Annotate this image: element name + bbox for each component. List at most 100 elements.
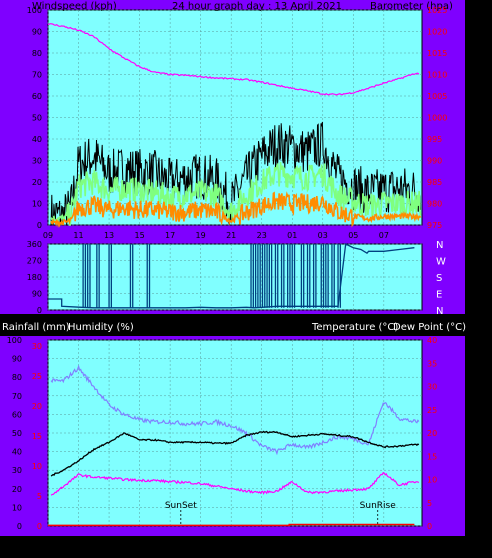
humidity-tick-label: 80 [12,373,22,382]
temperature-x-tick-label: 19 [196,538,206,547]
temperature-tick-label: 25 [427,406,437,415]
barometer-tick-label: 980 [427,200,442,209]
wind-right-label: Barometer (hpa) [370,1,453,12]
rainfall-tick-label: 0 [37,522,42,531]
wind-x-tick-label: 17 [165,231,175,240]
temperature-tick-label: 30 [427,383,437,392]
wind-minimum-series [50,191,422,229]
temperature-tick-label: 15 [427,452,437,461]
rainfall-tick-label: 20 [32,402,42,411]
humidity-tick-label: 20 [12,485,22,494]
barometer-tick-label: 1025 [427,6,447,15]
temperature-x-tick-label: 13 [104,538,114,547]
wind-x-tick-label: 23 [257,231,267,240]
wind-x-tick-label: 09 [43,231,53,240]
wind-speed-tick-label: 10 [32,200,42,209]
direction-tick-label: 0 [37,306,42,315]
wind-x-tick-label: 07 [379,231,389,240]
humidity-series [50,364,420,456]
temperature-tick-label: 0 [427,522,432,531]
sunrise-label: SunRise [360,501,397,511]
temperature-x-tick-label: 05 [348,538,358,547]
rainfall-tick-label: 25 [32,372,42,381]
humidity-tick-label: 40 [12,448,22,457]
temperature-x-tick-label: 11 [73,538,83,547]
compass-label: S [436,273,442,284]
temperature-x-tick-label: 07 [379,538,389,547]
temperature-series [50,430,420,477]
barometer-tick-label: 990 [427,157,442,166]
barometer-tick-label: 985 [427,178,442,187]
wind-x-tick-label: 15 [134,231,144,240]
wind-speed-tick-label: 20 [32,178,42,187]
wind-x-tick-label: 01 [287,231,297,240]
rainfall-tick-label: 30 [32,342,42,351]
wind-speed-tick-label: 70 [32,71,42,80]
rainfall-series [48,523,415,527]
humidity-tick-label: 30 [12,466,22,475]
humidity-axis-label: Humidity (%) [68,322,134,333]
wind-left-label: Windspeed (kph) [32,1,117,12]
barometer-tick-label: 1000 [427,114,447,123]
temperature-x-tick-label: 21 [226,538,236,547]
rainfall-tick-label: 5 [37,492,42,501]
dewpoint-series [50,471,420,496]
barometer-tick-label: 1020 [427,28,447,37]
humidity-tick-label: 50 [12,429,22,438]
temperature-tick-label: 35 [427,359,437,368]
barometer-tick-label: 1015 [427,49,447,58]
direction-tick-label: 360 [27,240,42,249]
chart-marks: 0102030405060708090100975980985990995100… [7,6,448,547]
wind-speed-tick-label: 80 [32,49,42,58]
temperature-tick-label: 10 [427,476,437,485]
temperature-x-tick-label: 01 [287,538,297,547]
barometer-tick-label: 975 [427,221,442,230]
sunset-label: SunSet [165,501,197,511]
dewpoint-axis-label: Dew Point (°C) [393,322,466,333]
humidity-tick-label: 10 [12,503,22,512]
direction-tick-label: 270 [27,257,42,266]
wind-speed-tick-label: 60 [32,92,42,101]
wind-x-tick-label: 05 [348,231,358,240]
temperature-plot-area [47,339,423,527]
wind-speed-tick-label: 0 [37,221,42,230]
wind-x-tick-label: 21 [226,231,236,240]
direction-tick-label: 180 [27,273,42,282]
barometer-tick-label: 995 [427,135,442,144]
rainfall-tick-label: 10 [32,462,42,471]
temperature-tick-label: 40 [427,336,437,345]
wind-speed-tick-label: 50 [32,114,42,123]
barometer-series [47,23,420,96]
wind-speed-tick-label: 90 [32,28,42,37]
compass-label: N [436,240,443,251]
direction-tick-label: 90 [32,290,42,299]
wind-x-tick-label: 11 [73,231,83,240]
temperature-axis-label: Temperature (°C) [311,322,398,333]
temperature-x-tick-label: 15 [134,538,144,547]
barometer-tick-label: 1010 [427,71,447,80]
rainfall-axis-label: Rainfall (mm) [2,322,70,333]
wind-x-tick-label: 19 [196,231,206,240]
humidity-tick-label: 70 [12,392,22,401]
compass-label: E [436,290,442,301]
wind-speed-tick-label: 40 [32,135,42,144]
temperature-x-tick-label: 09 [43,538,53,547]
humidity-tick-label: 0 [17,522,22,531]
humidity-tick-label: 90 [12,355,22,364]
wind-chart-title: 24 hour graph day : 13 April 2021 [172,1,342,12]
temperature-x-tick-label: 23 [257,538,267,547]
temperature-x-tick-label: 17 [165,538,175,547]
temperature-x-tick-label: 03 [318,538,328,547]
temperature-tick-label: 20 [427,429,437,438]
wind-speed-tick-label: 30 [32,157,42,166]
rainfall-tick-label: 15 [32,432,42,441]
wind-x-tick-label: 03 [318,231,328,240]
compass-label: W [436,257,446,268]
temperature-tick-label: 5 [427,499,432,508]
compass-label: N [436,306,443,317]
humidity-tick-label: 60 [12,410,22,419]
wind-direction-series [48,243,415,309]
humidity-tick-label: 100 [7,336,22,345]
